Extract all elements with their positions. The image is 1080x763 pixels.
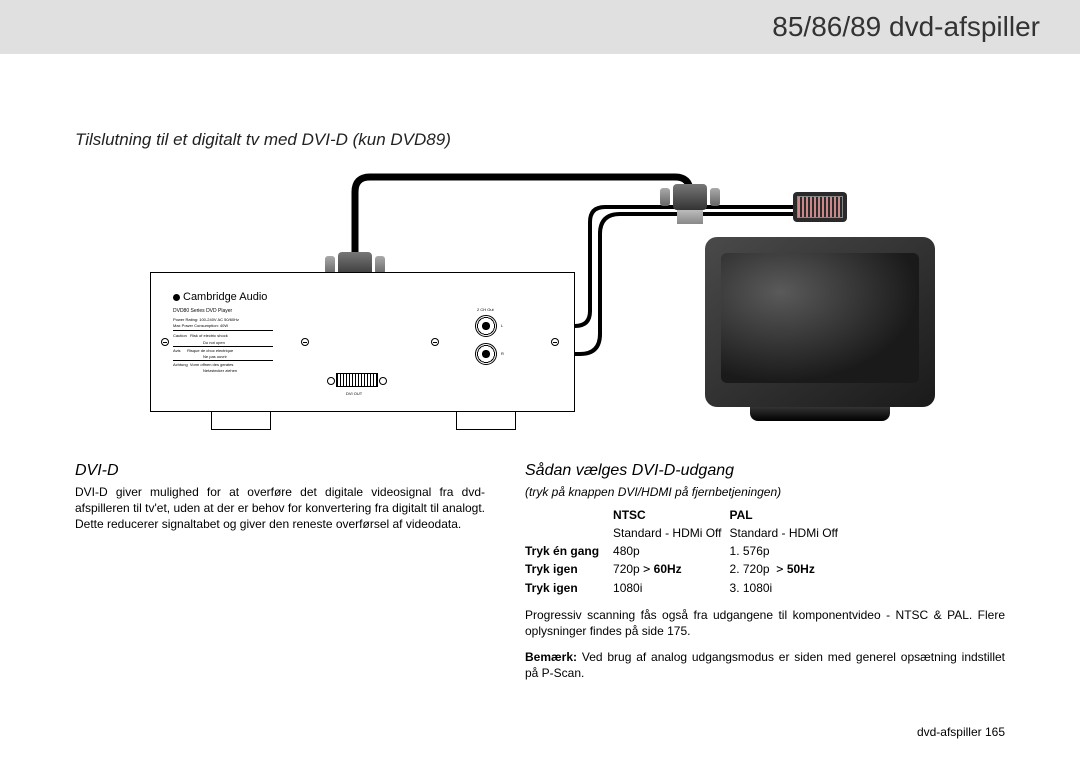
caution-de: Achtung xyxy=(173,362,188,367)
screw-icon xyxy=(551,338,559,346)
model-label: DVD80 Series DVD Player xyxy=(173,308,232,314)
screw-icon xyxy=(301,338,309,346)
dvd-rear-panel: Cambridge Audio DVD80 Series DVD Player … xyxy=(150,272,575,412)
cell: 480p xyxy=(613,542,729,560)
select-note: (tryk på knappen DVI/HDMI på fjernbetjen… xyxy=(525,484,1005,500)
screw-icon xyxy=(161,338,169,346)
caution-fr: Avis xyxy=(173,348,180,353)
connection-diagram: Cambridge Audio DVD80 Series DVD Player … xyxy=(75,162,995,452)
col-ntsc: NTSC xyxy=(613,506,729,524)
spec-lines: Power Rating: 100-240V AC 50/60Hz Max Po… xyxy=(173,317,273,375)
cell: 1080i xyxy=(613,579,729,597)
power-line: Power Rating: 100-240V AC 50/60Hz xyxy=(173,317,273,322)
table-row: NTSC PAL xyxy=(525,506,846,524)
l-label: L xyxy=(501,323,503,328)
table-row: Standard - HDMi Off Standard - HDMi Off xyxy=(525,524,846,542)
cell: 720p > 60Hz xyxy=(613,560,729,578)
row-label: Tryk igen xyxy=(525,579,613,597)
tv-dvi-input xyxy=(793,192,847,222)
dvi-plug-tv xyxy=(673,184,707,224)
tv-body xyxy=(705,237,935,407)
section-title: Tilslutning til et digitalt tv med DVI-D… xyxy=(75,130,1005,150)
row-label: Tryk igen xyxy=(525,560,613,578)
tv-stand xyxy=(750,407,890,421)
arrow-icon: > xyxy=(643,562,650,576)
format-table: NTSC PAL Standard - HDMi Off Standard - … xyxy=(525,506,846,597)
rca-out-group xyxy=(475,315,497,371)
cell: 3. 1080i xyxy=(730,579,846,597)
dvi-out-label: DVI OUT xyxy=(346,391,362,396)
tv-screen xyxy=(721,253,919,383)
row-label: Tryk én gang xyxy=(525,542,613,560)
brand-text: Cambridge Audio xyxy=(183,291,267,303)
remark-body: Ved brug af analog udgangsmodus er siden… xyxy=(525,650,1005,680)
rca-l-jack xyxy=(475,315,497,337)
foot-left xyxy=(211,412,271,430)
lower-columns: DVI-D DVI-D giver mulighed for at overfø… xyxy=(75,460,1005,691)
arrow-icon: > xyxy=(776,562,783,576)
remark-para: Bemærk: Ved brug af analog udgangsmodus … xyxy=(525,649,1005,681)
table-row: Tryk én gang 480p 1. 576p xyxy=(525,542,846,560)
dvi-out-port xyxy=(336,373,378,387)
brand-label: Cambridge Audio xyxy=(173,291,267,303)
caution-en: Caution xyxy=(173,333,187,338)
brand-dot-icon xyxy=(173,294,180,301)
left-column: DVI-D DVI-D giver mulighed for at overfø… xyxy=(75,460,485,691)
page-header-title: 85/86/89 dvd-afspiller xyxy=(772,11,1040,43)
header-bar: 85/86/89 dvd-afspiller xyxy=(0,0,1080,54)
cell: 2. 720p > 50Hz xyxy=(730,560,846,578)
col-pal: PAL xyxy=(730,506,846,524)
cell: 1. 576p xyxy=(730,542,846,560)
select-heading: Sådan vælges DVI-D-udgang xyxy=(525,460,1005,482)
dvid-body: DVI-D giver mulighed for at overføre det… xyxy=(75,484,485,533)
cell: Standard - HDMi Off xyxy=(730,524,846,542)
consumption-line: Max Power Consumption: 40W xyxy=(173,323,273,328)
cell: Standard - HDMi Off xyxy=(613,524,729,542)
foot-right xyxy=(456,412,516,430)
two-ch-label: 2 CH Out xyxy=(477,307,494,312)
r-label: R xyxy=(501,351,504,356)
right-column: Sådan vælges DVI-D-udgang (tryk på knapp… xyxy=(525,460,1005,691)
remark-label: Bemærk: xyxy=(525,650,577,664)
page-footer: dvd-afspiller 165 xyxy=(917,725,1005,739)
screw-icon xyxy=(431,338,439,346)
dvid-heading: DVI-D xyxy=(75,460,485,482)
table-row: Tryk igen 720p > 60Hz 2. 720p > 50Hz xyxy=(525,560,846,578)
tv-illustration xyxy=(705,237,935,421)
rca-r-jack xyxy=(475,343,497,365)
progressive-para: Progressiv scanning fås også fra udgange… xyxy=(525,607,1005,639)
table-row: Tryk igen 1080i 3. 1080i xyxy=(525,579,846,597)
page-content: Tilslutning til et digitalt tv med DVI-D… xyxy=(75,130,1005,691)
